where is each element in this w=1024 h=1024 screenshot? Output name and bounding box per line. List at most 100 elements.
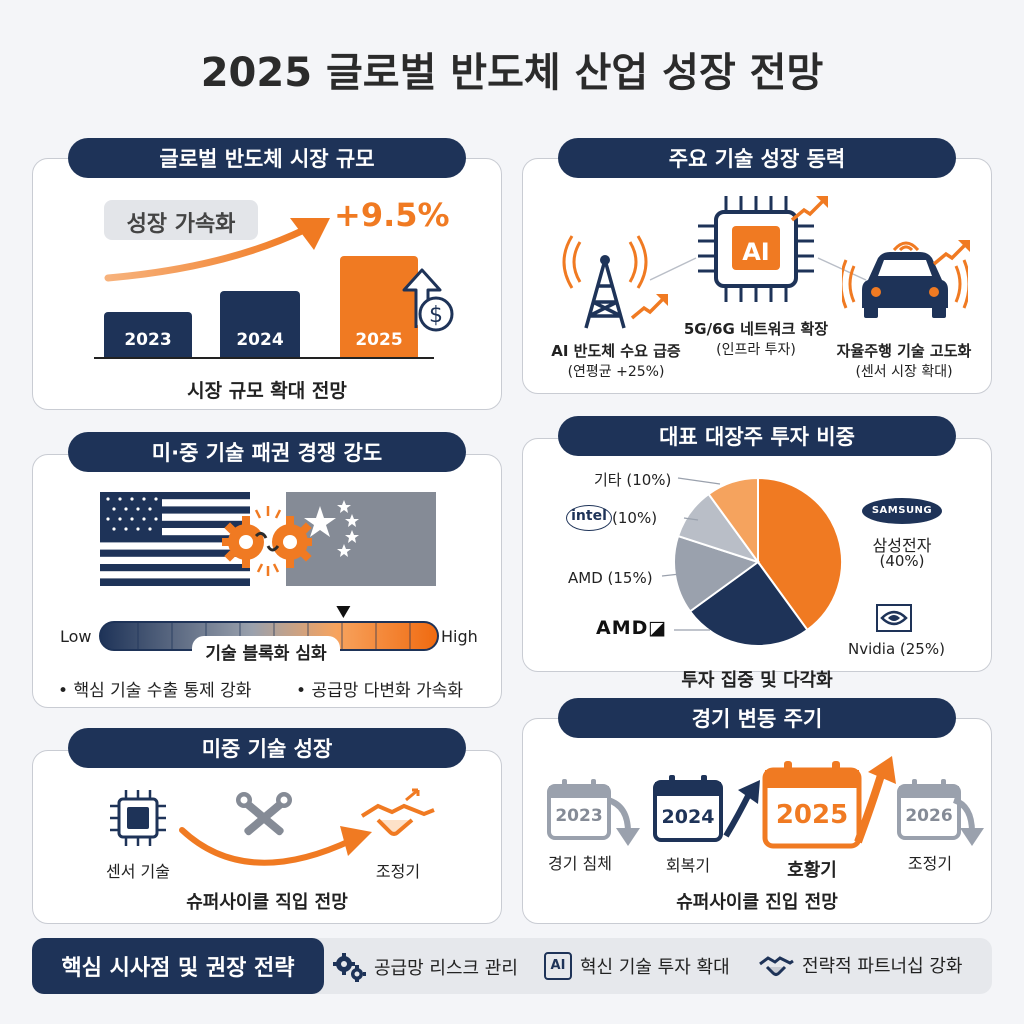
ai-chip-label: AI: [742, 238, 770, 266]
tech-growth-panel: [32, 750, 502, 924]
intel-logo: [566, 505, 612, 531]
amd-logo: AMD: [596, 617, 649, 639]
growth-curve-arrow: [179, 826, 372, 866]
pie-leader-lines: [661, 477, 721, 577]
scale-label: 기술 블록화 심화: [205, 644, 327, 664]
driver-5g-title: 5G/6G 네트워크 확장: [683, 320, 829, 338]
dollar-sign: $: [429, 303, 443, 328]
nvidia-logo: [876, 604, 912, 632]
rivalry-bullet-1-text: 핵심 기술 수출 통제 강화: [73, 681, 252, 701]
handshake-icon: [360, 788, 435, 836]
strategy-innovation-label: 혁신 기술 투자 확대: [580, 957, 730, 978]
investment-pie-chart: [673, 476, 843, 647]
driver-ai-title: AI 반도체 수요 급증: [551, 342, 681, 360]
ai-chip-icon: [698, 196, 814, 302]
signal-icon: [892, 241, 920, 252]
market-caption: 시장 규모 확대 전망: [187, 380, 347, 402]
broken-gear-icon: [222, 506, 312, 576]
calendar-2026-icon: [897, 779, 961, 840]
strategy-partnership-label: 전략적 파트너십 강화: [802, 956, 963, 977]
ai-chip-small-icon: AI: [544, 952, 572, 980]
pie-slice-nvidia: [688, 560, 809, 647]
scale-marker: [336, 606, 351, 618]
cycle-2023-label: 경기 침체: [548, 854, 612, 873]
cycle-2025-label: 호황기: [787, 860, 837, 881]
investment-caption: 투자 집중 및 다각화: [681, 670, 833, 691]
amd-leader-line: [674, 629, 710, 631]
growth-arrow-icon: [104, 218, 330, 282]
pie-label-intel: (10%): [612, 509, 658, 527]
investment-header: 대표 대장주 투자 비중: [558, 416, 956, 456]
calendar-2025-year: 2025: [775, 800, 849, 830]
cycle-2024-label: 회복기: [665, 856, 711, 875]
calendar-2024-icon: [653, 775, 723, 842]
bar-2025-label: 2025: [355, 330, 403, 350]
market-baseline: [94, 357, 434, 359]
samsung-logo-text: SAMSUNG: [871, 505, 933, 516]
growth-rate: +9.5%: [334, 196, 450, 234]
dollar-growth-icon: $: [402, 268, 454, 332]
scale-high-label: High: [441, 627, 478, 646]
growth-badge: 성장 가속화: [104, 200, 258, 240]
market-size-header: 글로벌 반도체 시장 규모: [68, 138, 466, 178]
pie-label-nvidia: Nvidia (25%): [848, 640, 945, 658]
pie-label-amd: AMD (15%): [568, 569, 653, 587]
up-arrow-icon: [854, 756, 896, 844]
bar-2025: 2025: [340, 256, 418, 358]
cycle-2026-label: 조정기: [907, 854, 953, 873]
amd-logo-mark: ◪: [648, 617, 666, 639]
trend-arrow-icon: [790, 196, 828, 222]
rivalry-bullet-2-text: 공급망 다변화 가속화: [311, 681, 464, 701]
us-flag-icon: [100, 492, 250, 586]
gears-icon: [333, 953, 366, 982]
pie-label-samsung-pct: (40%): [879, 552, 925, 570]
tower-icon: [562, 235, 648, 329]
scale-low-label: Low: [60, 627, 92, 646]
down-arrow-icon: [606, 797, 640, 846]
page-title: 2025 글로벌 반도체 산업 성장 전망: [200, 50, 824, 96]
handshake-small-icon: [759, 956, 794, 976]
driver-auto-title: 자율주행 기술 고도화: [836, 342, 972, 360]
driver-ai-sub: (연평균 +25%): [567, 364, 665, 380]
calendar-2025-icon: [762, 761, 862, 849]
rivalry-bullet-2: • 공급망 다변화 가속화: [296, 681, 464, 701]
bar-2023: 2023: [104, 312, 192, 358]
bar-2024-label: 2024: [236, 330, 284, 350]
down-arrow-icon: [952, 797, 984, 846]
trend-arrow-icon: [630, 294, 668, 320]
strategy-innovation: AI 혁신 기술 투자 확대: [544, 952, 730, 980]
trend-arrow-icon: [932, 240, 970, 266]
tools-icon: [236, 792, 292, 836]
calendar-2026-year: 2026: [905, 806, 953, 826]
market-bar-chart: 2023 2024 2025: [94, 230, 424, 358]
scale-label-box: [192, 636, 340, 664]
strategy-partnership: 전략적 파트너십 강화: [758, 952, 962, 978]
driver-5g-sub: (인프라 투자): [716, 342, 796, 358]
strategy-supply-chain-label: 공급망 리스크 관리: [374, 958, 518, 979]
samsung-logo: [862, 498, 942, 524]
tech-growth-header: 미중 기술 성장: [68, 728, 466, 768]
up-arrow-icon: [723, 780, 760, 838]
tech-right-label: 조정기: [375, 862, 421, 881]
sensor-chip-icon: [110, 790, 166, 846]
tech-left-label: 센서 기술: [106, 862, 170, 881]
intel-logo-text: intel: [571, 508, 607, 524]
cycle-caption: 슈퍼사이클 진입 전망: [676, 892, 838, 913]
tech-growth-caption: 슈퍼사이클 직입 전망: [186, 892, 348, 913]
bar-2024: 2024: [220, 291, 300, 358]
drivers-header: 주요 기술 성장 동력: [558, 138, 956, 178]
pie-slice-other: [707, 476, 759, 566]
pie-slice-samsung: [757, 476, 843, 632]
bar-2023-label: 2023: [124, 330, 172, 350]
strategy-header: 핵심 시사점 및 권장 전략: [32, 938, 324, 994]
strategy-supply-chain: 공급망 리스크 관리: [332, 952, 518, 982]
calendar-2023-year: 2023: [555, 806, 603, 826]
rivalry-bullet-1: • 핵심 기술 수출 통제 강화: [58, 681, 252, 701]
growth-badge-label: 성장 가속화: [126, 212, 236, 237]
rivalry-header: 미·중 기술 패권 경쟁 강도: [68, 432, 466, 472]
pie-label-other: 기타 (10%): [594, 471, 672, 489]
cycle-header: 경기 변동 주기: [558, 698, 956, 738]
car-icon: [842, 252, 968, 318]
pie-label-samsung: 삼성전자: [872, 536, 932, 555]
calendar-2024-year: 2024: [661, 806, 715, 828]
